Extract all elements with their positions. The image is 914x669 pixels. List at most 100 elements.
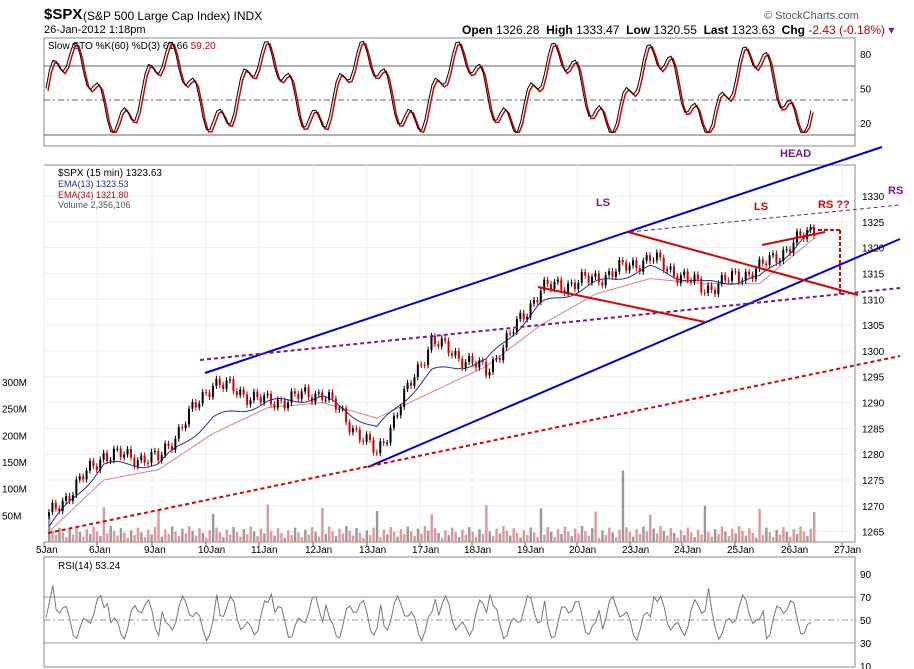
volume-bar [307, 534, 310, 542]
candle-body [604, 274, 607, 286]
volume-bar [246, 534, 249, 542]
volume-bar [269, 530, 273, 542]
volume-bar [737, 526, 741, 542]
volume-bar [536, 537, 539, 542]
candle-body [54, 502, 57, 509]
volume-bar [778, 534, 782, 542]
volume-bar [741, 530, 744, 542]
candle-body [304, 387, 307, 392]
volume-bar [751, 532, 754, 542]
candle-body [679, 275, 682, 284]
candle-body [133, 457, 136, 467]
volume-bar [382, 529, 386, 542]
rsi-tick-label: 50 [860, 616, 872, 627]
x-tick-label: 12Jan [305, 545, 332, 556]
volume-bar [345, 526, 348, 542]
candle-body [772, 253, 775, 256]
volume-bar [403, 534, 406, 542]
candle-body [526, 316, 529, 320]
candle-body [287, 402, 290, 409]
volume-bar [666, 535, 669, 542]
price-tick-label: 1305 [862, 321, 885, 332]
candle-body [638, 268, 641, 272]
rsi-legend: RSI(14) 53.24 [58, 561, 121, 572]
volume-bar [136, 527, 140, 542]
candle-body [229, 379, 232, 381]
candle-body [372, 439, 375, 453]
candle-body [252, 391, 255, 401]
candle-body [355, 428, 358, 430]
volume-bar [273, 535, 276, 542]
candle-body [785, 249, 788, 251]
annotation-rs-guess: RS ?? [818, 199, 850, 211]
x-tick-label: 20Jan [569, 545, 596, 556]
candle-body [215, 378, 218, 386]
sto-d-value: 59.20 [191, 41, 216, 52]
candle-body [778, 260, 781, 263]
candle-body [550, 283, 553, 290]
volume-bar [802, 531, 806, 542]
candle-body [628, 265, 631, 271]
volume-bar [744, 535, 748, 542]
volume-bar [587, 535, 591, 542]
volume-bar [683, 535, 686, 542]
candle-body [300, 391, 303, 399]
candle-body [444, 338, 447, 341]
volume-bar [468, 527, 471, 542]
volume-bar [355, 528, 358, 542]
candle-body [488, 371, 491, 376]
volume-bar [782, 527, 785, 542]
annotation-ls-right: LS [754, 201, 768, 213]
volume-bar [201, 532, 205, 542]
candle-body [246, 394, 249, 405]
candle-body [184, 424, 187, 429]
chg-value: -2.43 (-0.18%) [808, 23, 886, 37]
x-tick-label: 23Jan [622, 545, 649, 556]
last-value: 1323.63 [731, 23, 775, 37]
candle-body [211, 385, 214, 397]
candle-body [491, 359, 494, 372]
volume-bar [170, 526, 174, 542]
ohlc-readout: Open 1326.28 High 1333.47 Low 1320.55 La… [462, 23, 894, 37]
open-label: Open [462, 23, 493, 37]
candle-body [591, 276, 594, 283]
candle-body [512, 332, 515, 334]
volume-bar [546, 527, 550, 542]
volume-bar [809, 528, 812, 542]
volume-bar [693, 537, 696, 542]
volume-bar [61, 532, 65, 542]
candle-body [82, 476, 85, 480]
x-tick-label: 25Jan [727, 545, 754, 556]
candle-body [751, 274, 754, 279]
candle-body [293, 391, 296, 394]
candle-body [427, 349, 430, 366]
candle-body [792, 242, 795, 253]
menu-triangle-icon[interactable]: ▾ [888, 23, 895, 37]
volume-bar [734, 533, 737, 542]
candle-body [710, 285, 713, 291]
volume-tick-label: 250M [2, 405, 27, 416]
volume-bar [758, 508, 761, 542]
neckline-right [761, 231, 826, 246]
candle-body [51, 502, 54, 513]
candle-body [218, 378, 221, 385]
candle-body [556, 279, 559, 282]
candle-body [307, 387, 310, 398]
candle-body [580, 271, 583, 283]
volume-bar [754, 537, 758, 542]
volume-bar [167, 534, 170, 542]
candle-body [321, 392, 324, 400]
volume-bar [75, 527, 78, 542]
candle-body [170, 445, 173, 451]
brand-link[interactable]: © StockCharts.com [764, 10, 859, 22]
volume-tick-label: 200M [2, 431, 27, 442]
annotation-head: HEAD [780, 148, 811, 160]
volume-bar [703, 505, 707, 542]
ema13-line [48, 225, 815, 527]
volume-bar [512, 528, 515, 542]
candle-body [290, 391, 293, 403]
candle-body [601, 282, 604, 286]
volume-bar [813, 512, 816, 542]
volume-bar [485, 505, 488, 542]
price-tick-label: 1275 [862, 476, 885, 487]
